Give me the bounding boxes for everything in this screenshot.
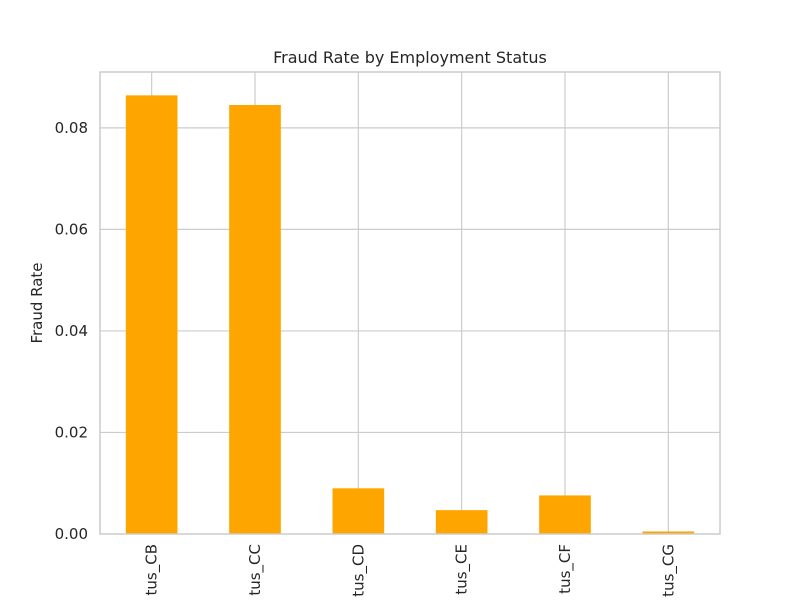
x-tick-label: tus_CD <box>349 544 368 597</box>
y-axis-label: Fraud Rate <box>28 262 46 343</box>
y-tick-label: 0.04 <box>55 322 88 340</box>
bar <box>125 95 178 534</box>
bar <box>332 488 385 534</box>
bars <box>125 95 695 534</box>
x-tick-label: tus_CE <box>453 544 472 595</box>
x-tick-labels: tus_CB tus_CC tus_CD tus_CE tus_CF tus_CG <box>143 544 679 597</box>
bar <box>229 105 281 534</box>
y-tick-label: 0.00 <box>55 525 88 543</box>
bar <box>539 495 591 534</box>
y-tick-label: 0.02 <box>55 423 88 441</box>
chart-title: Fraud Rate by Employment Status <box>273 48 547 67</box>
bar <box>642 531 695 534</box>
bar <box>435 510 488 534</box>
x-tick-label: tus_CB <box>143 544 162 595</box>
y-tick-label: 0.06 <box>55 220 88 238</box>
x-tick-label: tus_CC <box>246 544 265 596</box>
y-tick-labels: 0.00 0.02 0.04 0.06 0.08 <box>55 119 88 543</box>
plot-frame <box>99 71 721 535</box>
y-tick-label: 0.08 <box>55 119 88 137</box>
x-tick-label: tus_CF <box>556 544 575 594</box>
x-tick-label: tus_CG <box>659 544 678 597</box>
grid-lines <box>100 72 720 534</box>
